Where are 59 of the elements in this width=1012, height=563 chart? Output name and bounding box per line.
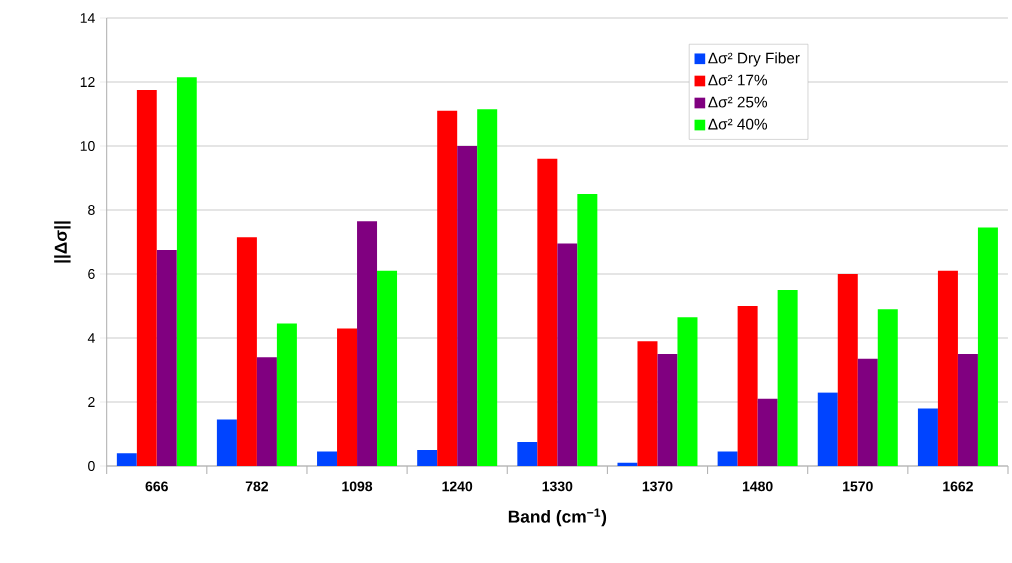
bar — [857, 358, 878, 467]
bar — [737, 306, 758, 467]
bar — [377, 270, 398, 467]
bar — [136, 90, 157, 467]
bar — [317, 451, 338, 467]
bar — [457, 146, 478, 467]
bar — [417, 450, 438, 467]
y-tick-label: 10 — [80, 141, 95, 152]
x-tick-label: 782 — [245, 481, 268, 492]
bar — [477, 109, 498, 467]
bar — [256, 357, 277, 467]
bar — [677, 317, 698, 467]
text: Band (cm$^{−1}$) — [508, 508, 607, 527]
y-tick-label: 6 — [88, 269, 95, 280]
bar — [337, 328, 358, 467]
legend-label: Δσ² 40% — [708, 118, 768, 130]
legend-label: Δσ² 25% — [708, 96, 768, 108]
bar — [176, 77, 197, 467]
bar — [617, 462, 638, 467]
bar — [276, 323, 297, 467]
y-tick-label: 12 — [80, 77, 95, 88]
x-tick-label: 1480 — [742, 481, 773, 492]
x-tick-label: 1098 — [342, 481, 373, 492]
x-tick-label: 1330 — [542, 481, 573, 492]
x-tick-label: 1370 — [642, 481, 673, 492]
y-tick-label: 8 — [88, 205, 95, 216]
bar — [817, 392, 838, 467]
bar — [757, 398, 778, 467]
legend-label: Δσ² 17% — [708, 74, 768, 86]
bar — [116, 453, 137, 467]
bar — [877, 309, 898, 467]
y-axis-title: ||Δσ|| — [54, 221, 71, 263]
bar — [917, 408, 938, 467]
bar — [657, 354, 678, 467]
bar — [156, 250, 177, 467]
y-tick-label: 0 — [88, 461, 95, 472]
bar — [717, 451, 738, 467]
bar — [937, 270, 958, 467]
bar — [216, 419, 237, 467]
x-tick-label: 1570 — [843, 481, 873, 492]
bar — [957, 354, 978, 467]
y-tick-label: 2 — [88, 397, 95, 408]
bar — [837, 274, 858, 467]
y-tick-label: 4 — [87, 333, 95, 343]
bar — [977, 227, 998, 467]
bar — [777, 290, 798, 467]
x-tick-label: 1240 — [442, 481, 473, 492]
bar — [236, 237, 257, 467]
bar — [557, 243, 578, 467]
bar — [437, 110, 458, 467]
bar — [537, 158, 558, 467]
bar — [357, 221, 378, 467]
x-tick-label: 666 — [145, 481, 168, 492]
bar — [517, 442, 538, 467]
y-tick-label: 14 — [80, 13, 95, 23]
legend-label: Δσ² Dry Fiber — [708, 52, 800, 67]
x-tick-label: 1662 — [943, 481, 973, 492]
bar — [637, 341, 658, 467]
bar — [577, 194, 598, 467]
